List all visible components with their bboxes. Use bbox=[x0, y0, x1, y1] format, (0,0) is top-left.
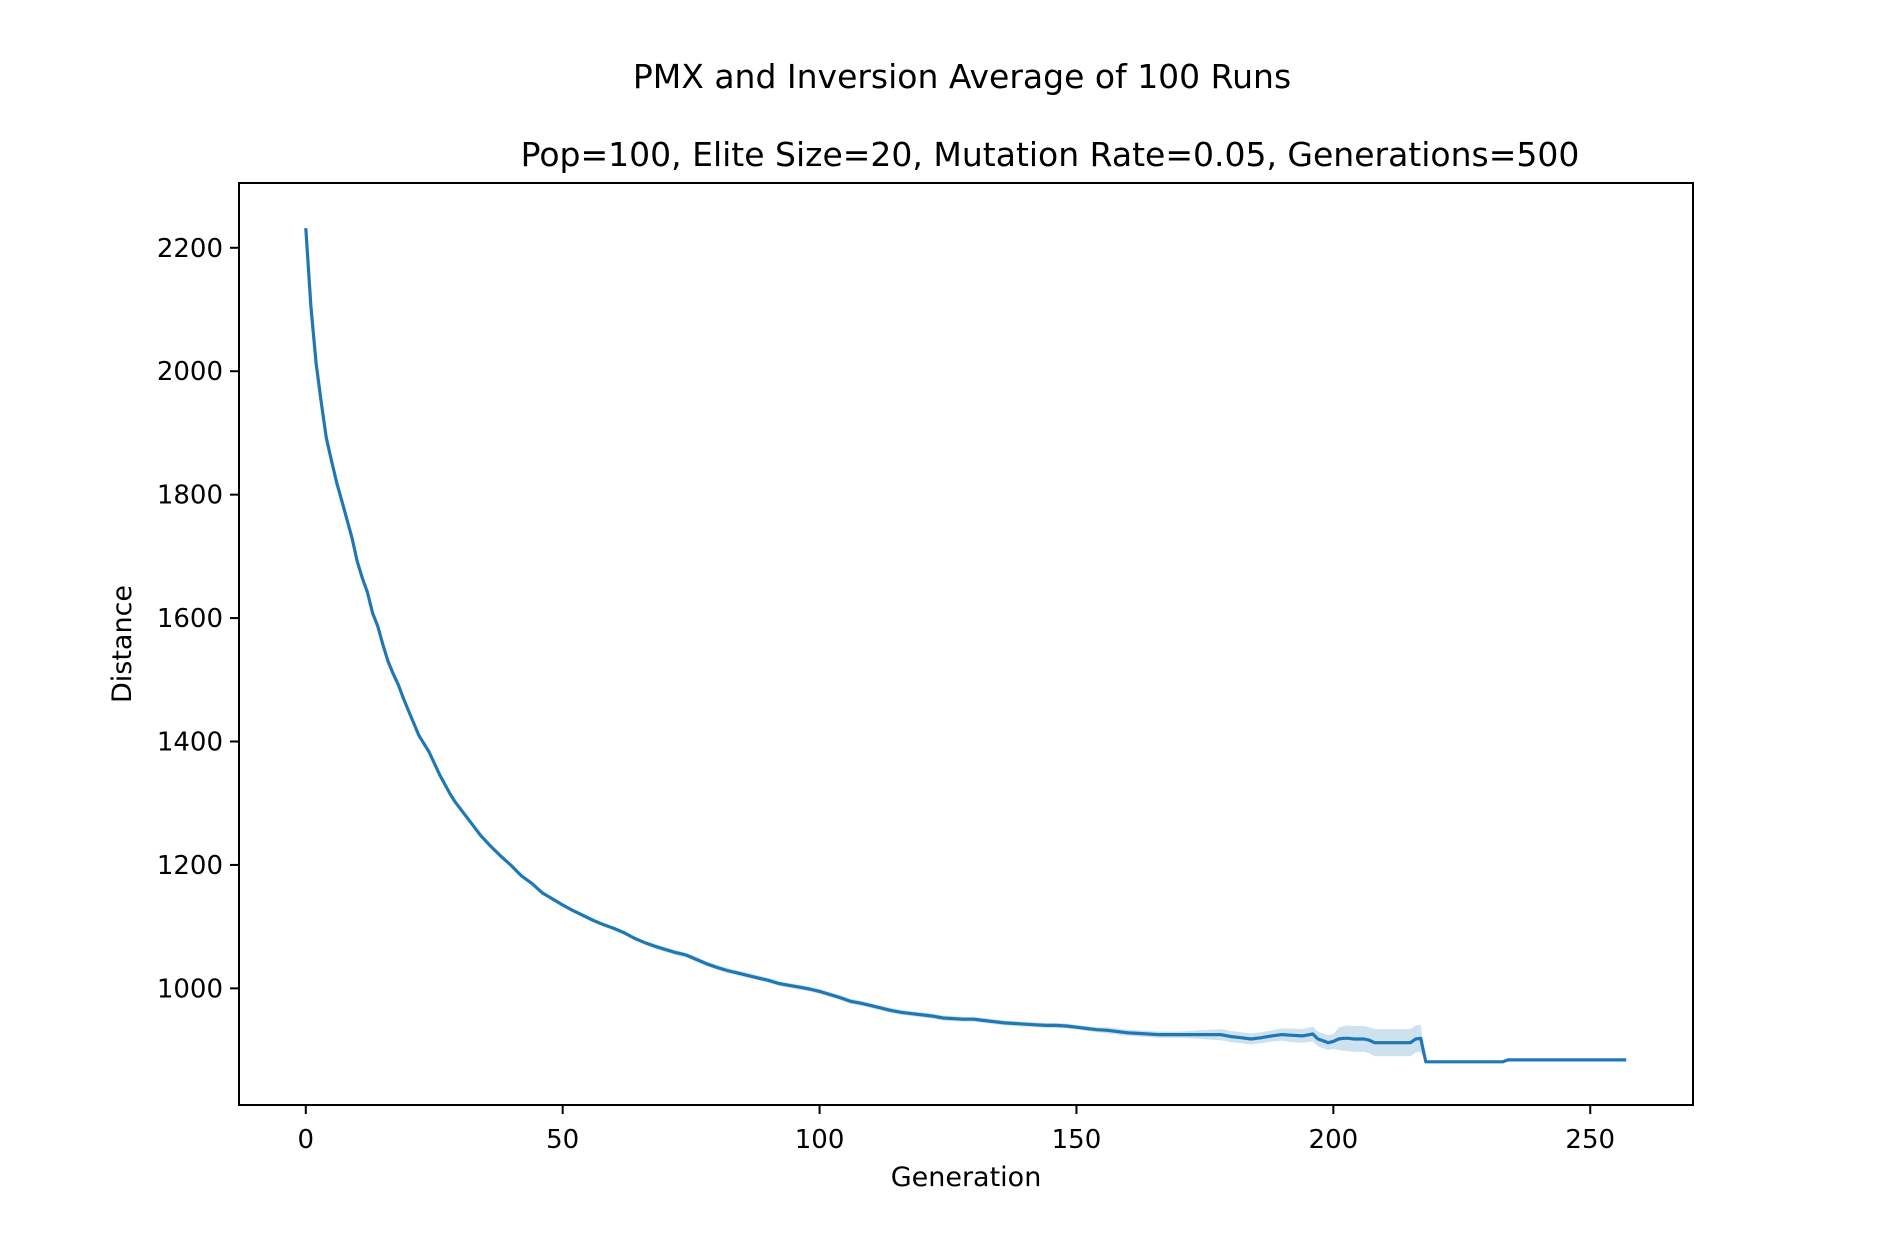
x-tick-label: 100 bbox=[795, 1125, 845, 1155]
y-tick-label: 2000 bbox=[157, 357, 223, 387]
x-tick-label: 150 bbox=[1052, 1125, 1102, 1155]
y-axis-ticks: 1000 1200 1400 1600 1800 2000 2200 bbox=[157, 234, 239, 1004]
x-tick-label: 50 bbox=[546, 1125, 579, 1155]
x-axis-label: Generation bbox=[891, 1162, 1042, 1193]
x-tick-label: 0 bbox=[298, 1125, 315, 1155]
plot-frame bbox=[238, 182, 1694, 1106]
confidence-band bbox=[305, 228, 1627, 1062]
y-tick-label: 2200 bbox=[157, 234, 223, 264]
chart-title: PMX and Inversion Average of 100 Runs bbox=[633, 57, 1291, 96]
y-tick-label: 1200 bbox=[157, 851, 223, 881]
y-tick-label: 1400 bbox=[157, 728, 223, 758]
y-axis-label: Distance bbox=[107, 585, 138, 703]
y-tick-label: 1600 bbox=[157, 604, 223, 634]
x-tick-label: 250 bbox=[1565, 1125, 1615, 1155]
series-line bbox=[304, 227, 1627, 1064]
x-axis-ticks: 0 50 100 150 200 250 bbox=[298, 1105, 1615, 1155]
y-tick-label: 1800 bbox=[157, 481, 223, 511]
y-tick-label: 1000 bbox=[157, 974, 223, 1004]
plot-area bbox=[304, 227, 1627, 1064]
chart-subtitle: Pop=100, Elite Size=20, Mutation Rate=0.… bbox=[521, 135, 1580, 174]
x-tick-label: 200 bbox=[1309, 1125, 1359, 1155]
